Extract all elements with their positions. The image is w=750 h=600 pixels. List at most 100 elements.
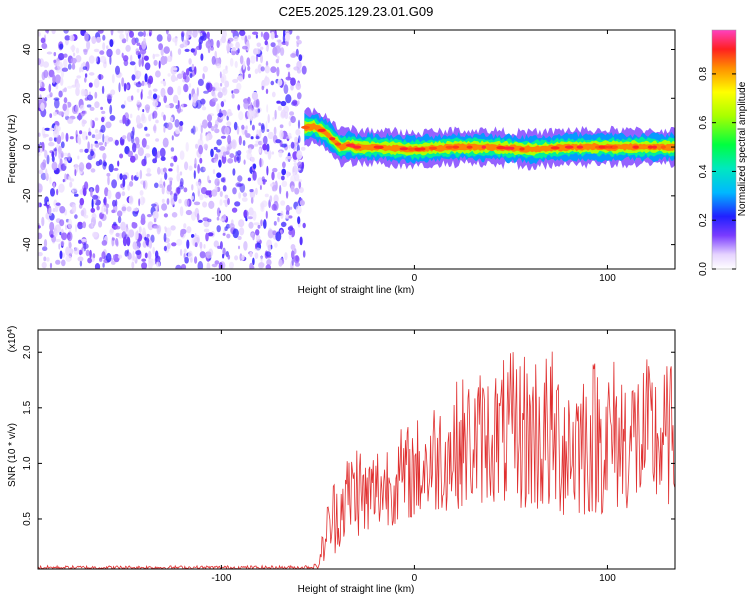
noise-blob: [289, 206, 293, 210]
noise-blob: [147, 82, 151, 88]
noise-blob: [233, 121, 238, 131]
noise-blob: [55, 202, 61, 206]
noise-blob: [296, 42, 299, 48]
noise-blob: [143, 55, 149, 61]
noise-blob: [252, 257, 255, 266]
noise-blob: [216, 207, 221, 217]
noise-blob: [117, 210, 123, 217]
noise-blob: [102, 133, 105, 143]
noise-blob: [69, 34, 75, 42]
noise-blob: [219, 38, 222, 46]
noise-blob: [163, 126, 166, 133]
noise-blob: [54, 230, 58, 237]
noise-blob: [248, 207, 254, 216]
noise-blob: [250, 232, 255, 238]
noise-blob: [41, 97, 45, 103]
noise-blob: [278, 150, 283, 158]
noise-blob: [185, 142, 189, 152]
noise-blob: [179, 121, 184, 126]
noise-blob: [273, 221, 277, 226]
noise-blob: [78, 162, 85, 172]
noise-blob: [49, 92, 53, 98]
noise-blob: [155, 250, 159, 259]
noise-blob: [242, 192, 248, 197]
noise-blob: [71, 44, 75, 53]
noise-blob: [48, 142, 55, 147]
noise-blob: [275, 139, 282, 144]
noise-blob: [61, 67, 69, 72]
noise-blob: [84, 148, 89, 153]
noise-blob: [179, 178, 184, 187]
noise-blob: [142, 180, 146, 189]
noise-blob: [95, 144, 100, 148]
noise-blob: [110, 260, 116, 265]
noise-blob: [38, 58, 42, 66]
noise-blob: [64, 173, 67, 182]
noise-blob: [131, 222, 138, 229]
noise-blob: [195, 143, 199, 149]
noise-blob: [222, 253, 225, 259]
noise-blob: [188, 93, 192, 101]
noise-blob: [247, 109, 253, 120]
noise-blob: [201, 119, 208, 129]
noise-blob: [197, 219, 203, 223]
noise-blob: [224, 194, 229, 199]
noise-blob: [232, 228, 239, 239]
noise-blob: [206, 262, 211, 269]
noise-blob: [40, 102, 45, 112]
noise-blob: [105, 207, 109, 215]
noise-blob: [115, 191, 121, 200]
noise-blob: [144, 153, 151, 158]
colorbar-label: Normalized spectral amplitude: [737, 81, 748, 216]
noise-blob: [52, 74, 56, 85]
noise-blob: [49, 221, 55, 232]
noise-blob: [219, 218, 225, 222]
noise-blob: [126, 84, 129, 90]
noise-blob: [178, 198, 182, 204]
noise-blob: [202, 201, 208, 208]
noise-blob: [125, 44, 131, 52]
noise-blob: [39, 94, 42, 101]
noise-blob: [38, 252, 43, 257]
noise-blob: [181, 103, 184, 109]
noise-blob: [255, 47, 261, 55]
noise-blob: [63, 97, 68, 104]
noise-blob: [266, 259, 272, 266]
noise-blob: [136, 42, 141, 46]
noise-blob: [190, 195, 194, 200]
noise-blob: [63, 30, 69, 34]
snr-multiplier-close: ): [7, 326, 18, 329]
noise-blob: [67, 176, 72, 181]
noise-blob: [200, 124, 203, 134]
noise-blob: [71, 105, 78, 114]
noise-blob: [285, 32, 291, 42]
signal-peak: [496, 146, 506, 150]
noise-blob: [62, 103, 67, 111]
noise-blob: [221, 76, 225, 84]
noise-blob: [302, 222, 306, 229]
noise-blob: [277, 39, 282, 48]
noise-blob: [178, 185, 185, 190]
noise-blob: [254, 68, 259, 75]
noise-blob: [143, 30, 146, 38]
noise-blob: [86, 40, 91, 50]
noise-blob: [244, 129, 248, 136]
noise-blob: [119, 119, 124, 124]
noise-blob: [113, 167, 119, 171]
noise-blob: [68, 241, 72, 249]
noise-blob: [165, 227, 172, 237]
noise-blob: [49, 113, 53, 118]
noise-blob: [144, 236, 147, 241]
noise-blob: [252, 163, 257, 170]
noise-blob: [79, 130, 83, 135]
noise-blob: [235, 151, 238, 157]
noise-blob: [90, 188, 93, 198]
noise-blob: [290, 115, 296, 124]
noise-blob: [263, 135, 268, 145]
noise-blob: [53, 124, 58, 135]
noise-blob: [216, 172, 222, 178]
noise-blob: [148, 240, 153, 249]
noise-blob: [245, 125, 248, 130]
noise-blob: [237, 175, 243, 182]
colorbar: 0.0 0.2 0.4 0.6 0.8 Normalized spectral ampl…: [698, 29, 748, 276]
